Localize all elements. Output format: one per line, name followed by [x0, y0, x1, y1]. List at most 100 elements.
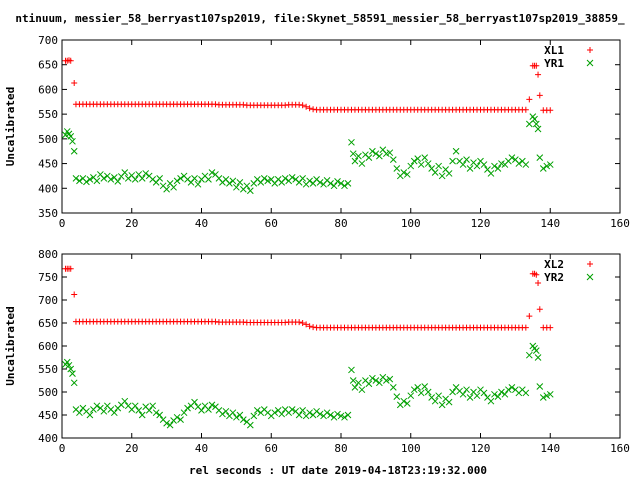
data-point — [351, 384, 359, 391]
panel-bottom: 0 20 40 60 80 100 120 140 160 400 450 500 550 600 650 7… — [4, 248, 630, 455]
series-YR1 — [62, 113, 554, 195]
data-point — [299, 102, 306, 109]
data-point — [494, 165, 502, 172]
y-tick-label: 450 — [38, 158, 58, 171]
data-point — [525, 120, 533, 128]
data-point — [376, 379, 383, 387]
data-point — [63, 358, 71, 366]
data-point — [403, 171, 411, 178]
data-point — [543, 392, 551, 400]
data-point — [138, 411, 146, 419]
x-tick-label: 100 — [401, 442, 421, 455]
data-point — [236, 411, 244, 419]
data-point — [463, 386, 470, 394]
data-point — [299, 175, 306, 182]
y-tick-label: 650 — [38, 317, 58, 330]
data-point — [341, 413, 348, 421]
x-tick-label: 60 — [265, 442, 278, 455]
data-point — [349, 150, 357, 158]
data-point — [194, 180, 202, 188]
data-point — [417, 161, 425, 168]
data-point — [547, 324, 554, 331]
x-tick-label: 0 — [59, 442, 66, 455]
x-tick-label: 20 — [125, 442, 138, 455]
data-point — [341, 182, 348, 190]
data-point — [142, 170, 150, 177]
y-tick-label: 550 — [38, 363, 58, 376]
data-point — [498, 388, 505, 396]
data-point — [546, 390, 554, 398]
data-point — [344, 411, 352, 419]
data-point — [177, 175, 184, 182]
data-point — [278, 410, 286, 418]
data-point — [369, 374, 376, 382]
data-point — [535, 279, 542, 286]
data-point — [344, 179, 352, 187]
data-point — [208, 169, 216, 176]
data-point — [67, 365, 75, 373]
data-point — [184, 404, 191, 412]
data-point — [466, 394, 474, 401]
data-point — [535, 71, 542, 78]
data-point — [170, 183, 177, 191]
x-axis-title: rel seconds : UT date 2019-04-18T23:19:3… — [189, 464, 487, 477]
data-point — [403, 400, 411, 407]
data-point — [316, 410, 324, 418]
data-point — [376, 152, 383, 160]
data-point — [149, 402, 157, 410]
data-point — [246, 187, 254, 195]
data-point — [83, 178, 90, 186]
data-point — [463, 156, 470, 163]
data-point — [219, 410, 226, 418]
data-point — [505, 386, 512, 394]
x-tick-label: 140 — [540, 217, 560, 230]
data-point — [435, 392, 443, 400]
data-point — [410, 386, 418, 394]
series-XL1 — [62, 57, 554, 114]
data-point — [438, 401, 446, 409]
y-tick-label: 400 — [38, 182, 58, 195]
data-point — [306, 177, 313, 185]
data-point — [435, 162, 443, 170]
x-tick-label: 40 — [195, 442, 208, 455]
data-point — [173, 177, 181, 185]
data-point — [400, 169, 408, 176]
data-point — [355, 379, 362, 387]
data-point — [431, 397, 439, 405]
data-point — [532, 347, 540, 354]
data-point — [386, 375, 394, 383]
data-point — [163, 419, 170, 427]
data-point — [414, 155, 422, 162]
series-YR2 — [62, 342, 554, 429]
data-point — [233, 413, 240, 421]
data-point — [536, 92, 543, 99]
data-point — [205, 406, 212, 413]
data-point — [173, 413, 181, 421]
x-tick-label: 40 — [195, 217, 208, 230]
x-tick-label: 100 — [401, 217, 421, 230]
panel-top: 0 20 40 60 80 100 120 140 160 350 400 450 500 550 600 6… — [4, 34, 630, 230]
legend-marker — [586, 59, 594, 67]
data-point — [355, 152, 362, 160]
data-point — [414, 384, 422, 391]
y-tick-label: 400 — [38, 432, 58, 445]
data-point — [421, 154, 429, 161]
data-point — [67, 57, 74, 64]
data-point — [303, 321, 310, 328]
data-point — [121, 397, 129, 405]
data-point — [533, 271, 540, 278]
data-point — [431, 169, 439, 176]
data-point — [330, 182, 338, 190]
data-point — [337, 179, 345, 187]
data-point — [271, 409, 279, 417]
data-point — [351, 157, 359, 165]
data-point — [508, 154, 516, 161]
data-point — [534, 125, 542, 133]
data-point — [445, 398, 453, 406]
data-point — [131, 176, 139, 183]
data-point — [76, 409, 83, 417]
data-point — [386, 149, 394, 157]
y-tick-label: 600 — [38, 83, 58, 96]
data-point — [191, 398, 198, 406]
data-point — [323, 409, 331, 417]
